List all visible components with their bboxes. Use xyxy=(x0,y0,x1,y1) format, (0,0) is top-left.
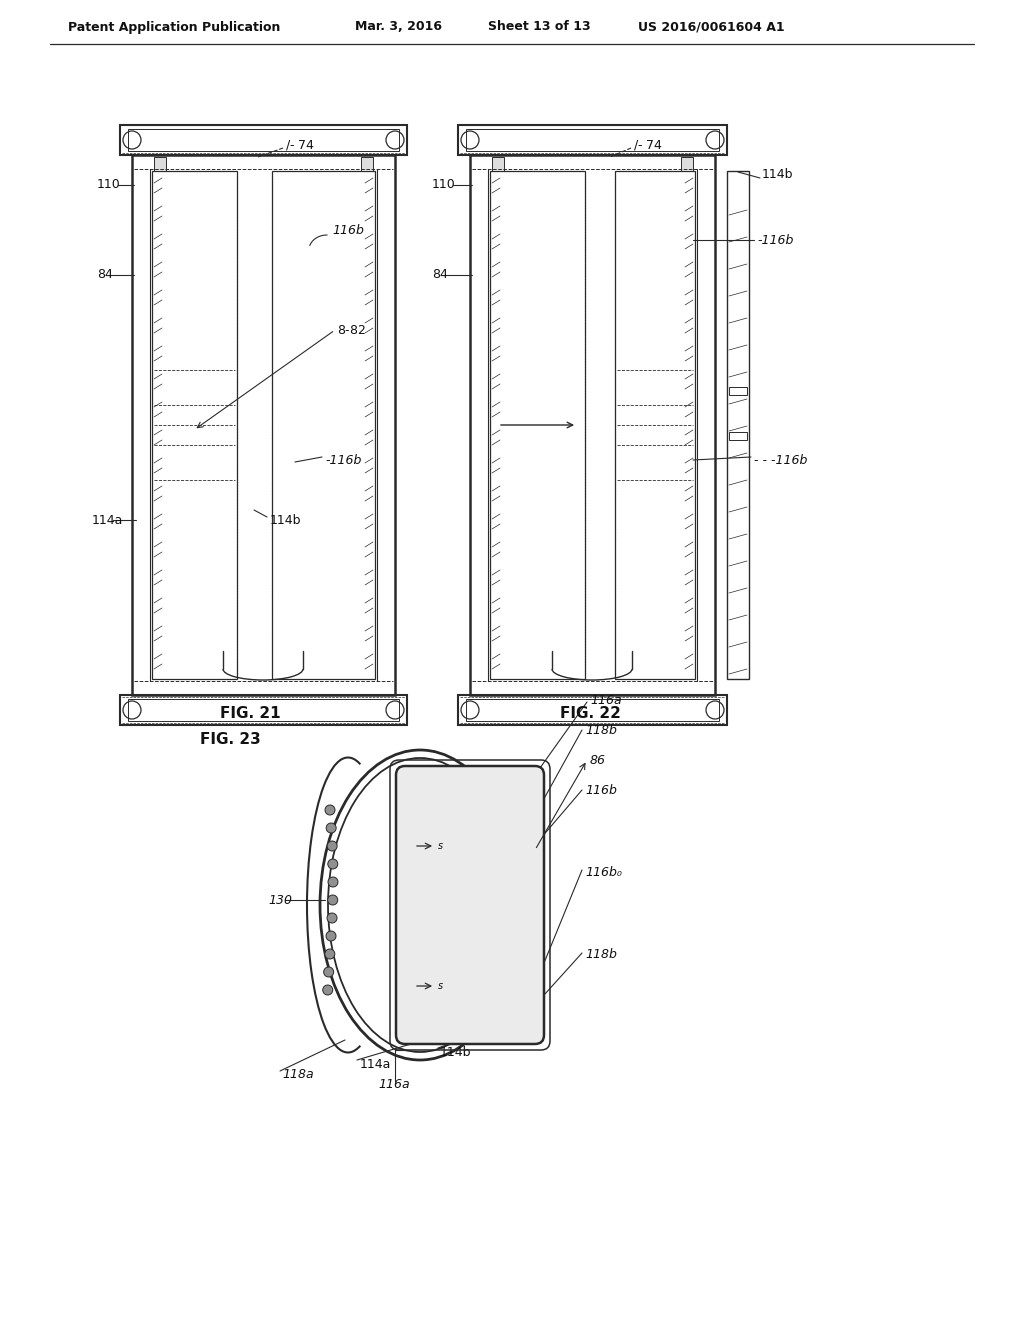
Text: 86: 86 xyxy=(590,754,606,767)
Text: 114a: 114a xyxy=(360,1057,391,1071)
Text: 116a: 116a xyxy=(590,693,622,706)
Text: 118a: 118a xyxy=(282,1068,313,1081)
Bar xyxy=(729,432,746,440)
Circle shape xyxy=(324,968,334,977)
Circle shape xyxy=(328,895,338,906)
Bar xyxy=(458,125,727,154)
Text: 116b: 116b xyxy=(585,784,616,796)
Text: 116b₀: 116b₀ xyxy=(585,866,622,879)
Bar xyxy=(470,154,715,696)
Text: 110: 110 xyxy=(97,178,121,191)
Text: $\mathit{8}$-82: $\mathit{8}$-82 xyxy=(337,323,366,337)
Ellipse shape xyxy=(328,758,512,1052)
Text: 114b: 114b xyxy=(270,513,301,527)
Bar xyxy=(490,172,585,678)
Bar xyxy=(466,129,719,150)
Bar xyxy=(361,157,373,172)
Text: 114b: 114b xyxy=(440,1045,471,1059)
Text: $\mathregular{/}$- 74: $\mathregular{/}$- 74 xyxy=(285,139,315,152)
Text: 114a: 114a xyxy=(92,513,123,527)
Text: 84: 84 xyxy=(97,268,113,281)
Bar xyxy=(418,975,436,994)
Text: FIG. 21: FIG. 21 xyxy=(220,705,281,721)
Bar xyxy=(272,172,375,678)
Bar xyxy=(415,960,525,1010)
Text: s: s xyxy=(438,981,443,991)
Bar xyxy=(418,836,436,854)
Text: FIG. 23: FIG. 23 xyxy=(200,733,261,747)
Circle shape xyxy=(323,985,333,995)
Text: - - -116b: - - -116b xyxy=(754,454,807,466)
Text: 84: 84 xyxy=(432,268,447,281)
Circle shape xyxy=(327,913,337,923)
Bar xyxy=(154,157,166,172)
Text: 118b: 118b xyxy=(585,949,616,961)
Circle shape xyxy=(325,949,335,960)
Text: 110: 110 xyxy=(432,178,456,191)
Text: US 2016/0061604 A1: US 2016/0061604 A1 xyxy=(638,21,784,33)
Circle shape xyxy=(326,931,336,941)
Bar xyxy=(727,172,749,678)
Text: -116b: -116b xyxy=(325,454,361,466)
Text: Sheet 13 of 13: Sheet 13 of 13 xyxy=(488,21,591,33)
Bar xyxy=(615,172,695,678)
Text: 118b: 118b xyxy=(585,723,616,737)
Bar xyxy=(128,129,399,150)
Bar xyxy=(120,125,407,154)
Text: Mar. 3, 2016: Mar. 3, 2016 xyxy=(355,21,442,33)
Circle shape xyxy=(325,805,335,814)
Bar xyxy=(152,172,237,678)
Circle shape xyxy=(328,859,338,869)
Text: $\mathregular{/}$- 74: $\mathregular{/}$- 74 xyxy=(633,139,663,152)
Circle shape xyxy=(327,822,336,833)
Bar xyxy=(729,387,746,395)
Text: 116a: 116a xyxy=(378,1078,410,1092)
Text: s: s xyxy=(438,841,443,851)
Bar xyxy=(120,696,407,725)
Text: 114b: 114b xyxy=(762,169,794,181)
Text: FIG. 22: FIG. 22 xyxy=(559,705,621,721)
Bar xyxy=(132,154,395,696)
Text: 130: 130 xyxy=(268,894,292,907)
Bar xyxy=(466,700,719,721)
FancyBboxPatch shape xyxy=(396,766,544,1044)
Bar xyxy=(492,157,504,172)
Bar xyxy=(458,696,727,725)
Bar xyxy=(128,700,399,721)
Text: Patent Application Publication: Patent Application Publication xyxy=(68,21,281,33)
Circle shape xyxy=(328,876,338,887)
Circle shape xyxy=(327,841,337,851)
Text: 116b: 116b xyxy=(332,223,364,236)
Bar xyxy=(415,820,525,870)
Text: -116b: -116b xyxy=(757,234,794,247)
Bar xyxy=(681,157,693,172)
